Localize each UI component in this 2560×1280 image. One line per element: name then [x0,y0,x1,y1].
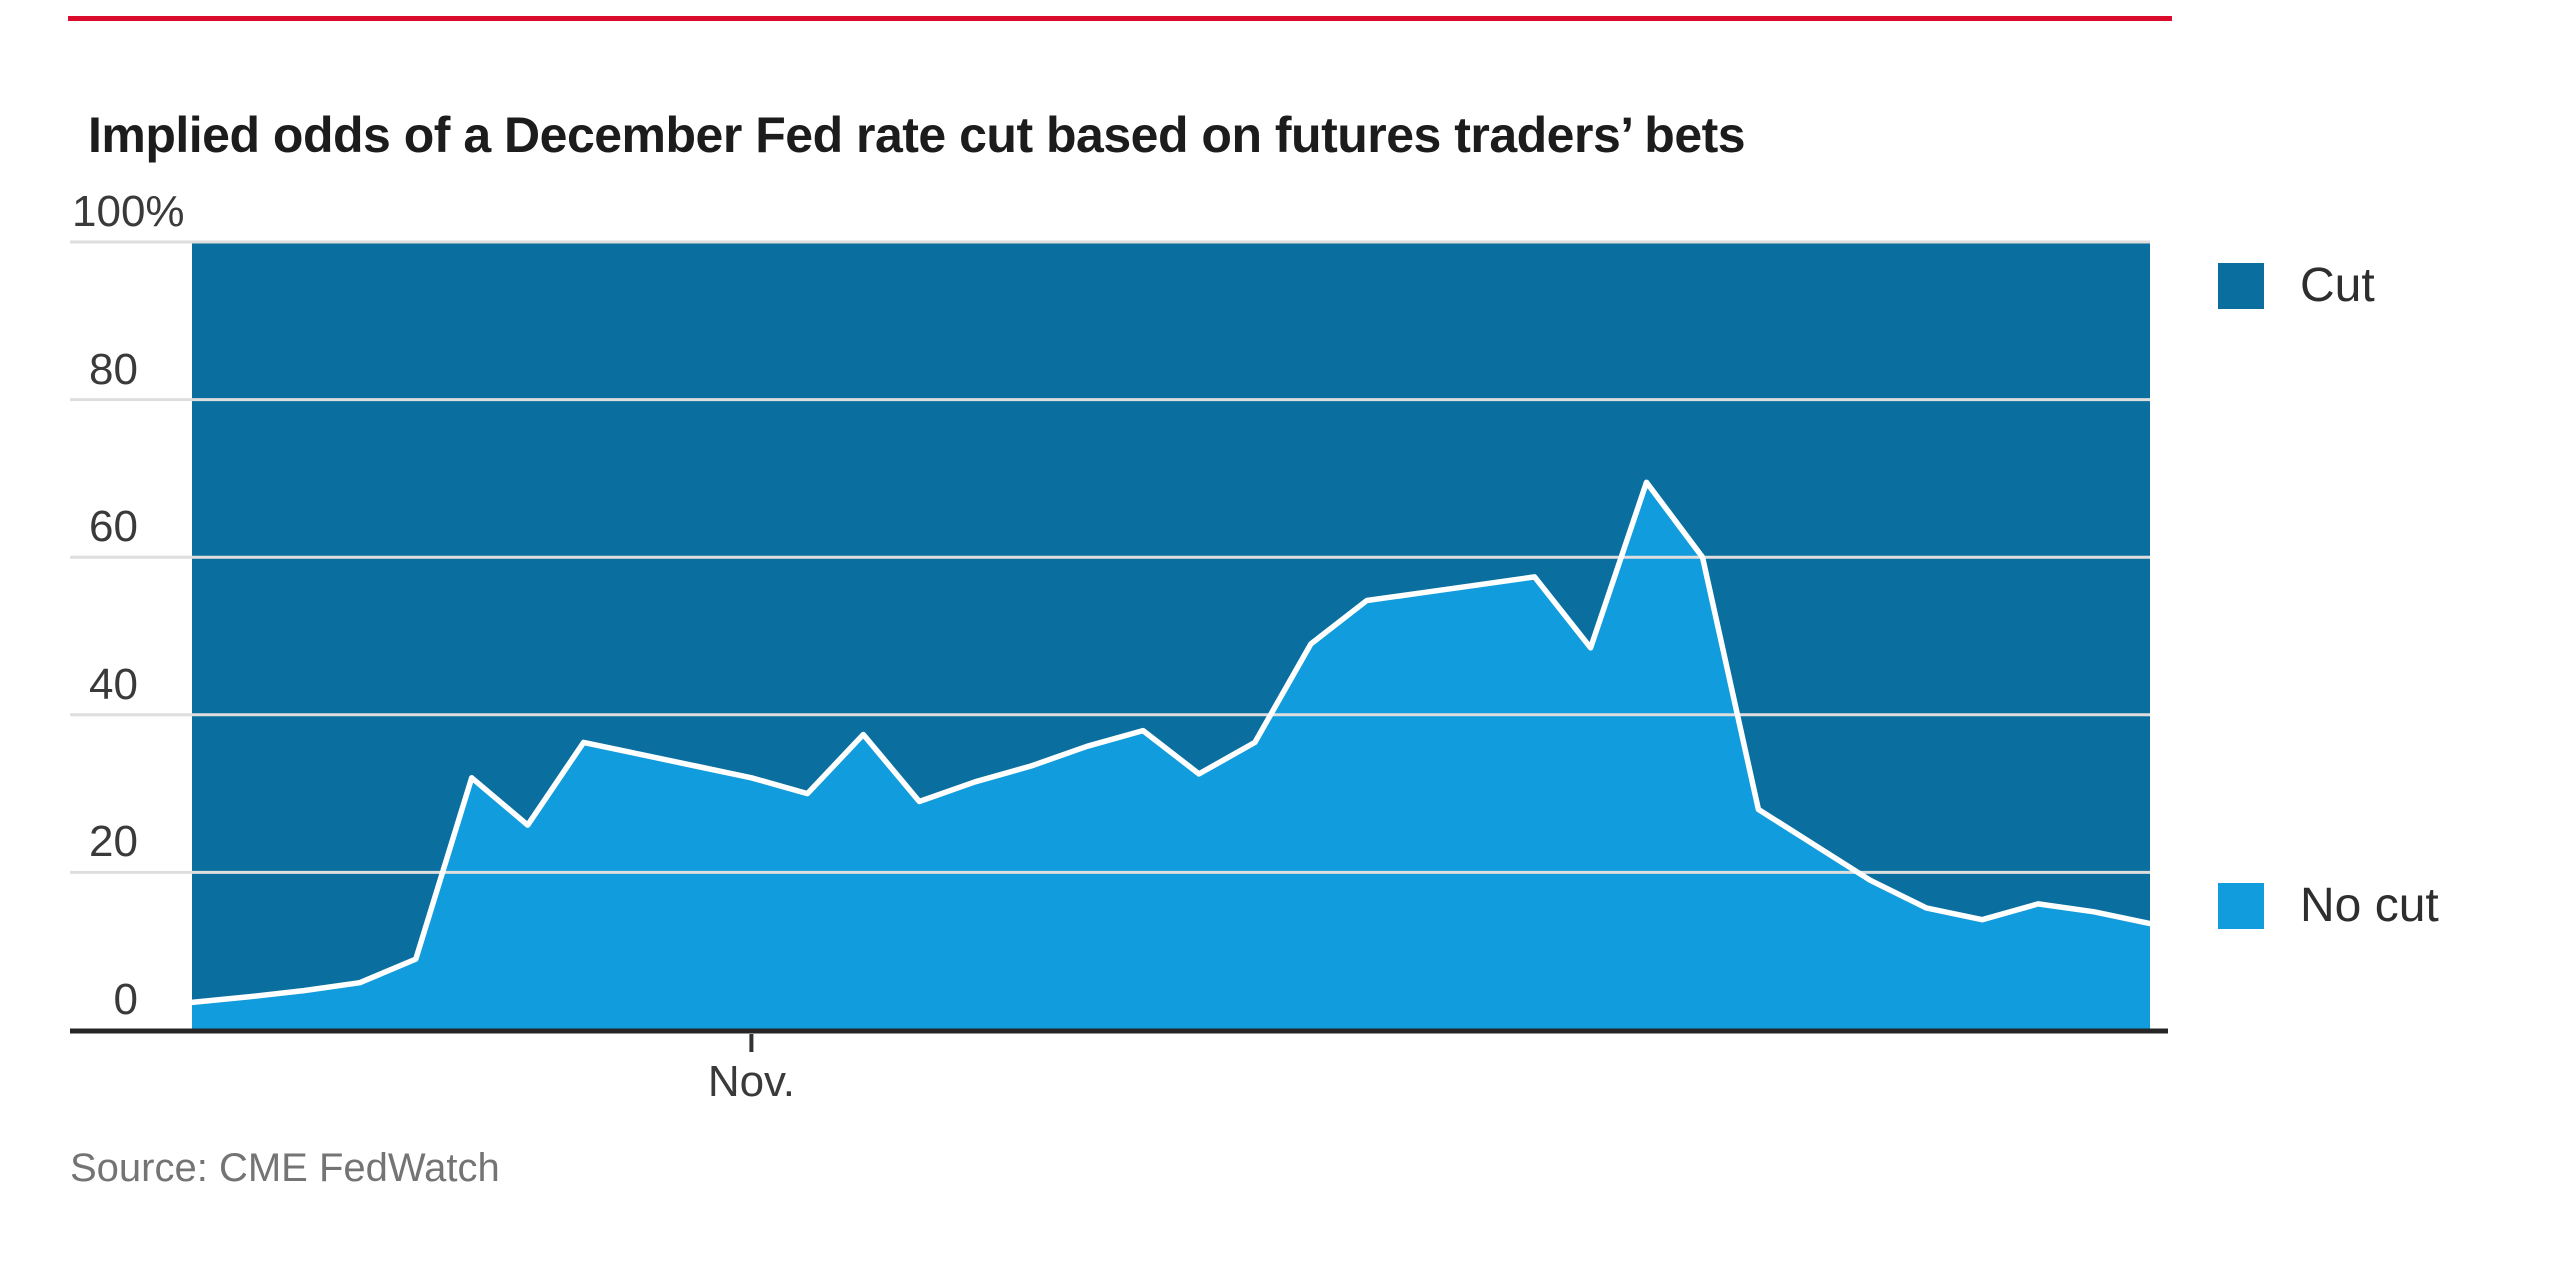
legend-label-no-cut: No cut [2300,879,2439,932]
y-axis-tick-label-100: 100% [72,187,185,236]
legend-label-cut: Cut [2300,259,2375,312]
y-axis-tick-label-60: 60 [89,502,138,552]
no-cut-area [192,482,2150,1030]
legend-swatch-no-cut [2218,883,2264,929]
chart-title: Implied odds of a December Fed rate cut … [88,106,1746,163]
source-credit: Source: CME FedWatch [70,1146,500,1190]
legend-item-cut: Cut [2218,260,2375,312]
legend-item-no-cut: No cut [2218,880,2439,932]
y-axis-tick-label-20: 20 [89,817,138,867]
x-axis-label-nov: Nov. [707,1057,796,1106]
legend-swatch-cut [2218,263,2264,309]
cut-area [192,242,2150,1003]
y-axis-tick-label-0: 0 [113,975,138,1024]
y-axis-tick-label-40: 40 [89,659,138,709]
no-cut-boundary-line [189,479,2153,1006]
y-axis-tick-label-80: 80 [89,344,138,394]
top-accent-rule [68,16,2172,21]
